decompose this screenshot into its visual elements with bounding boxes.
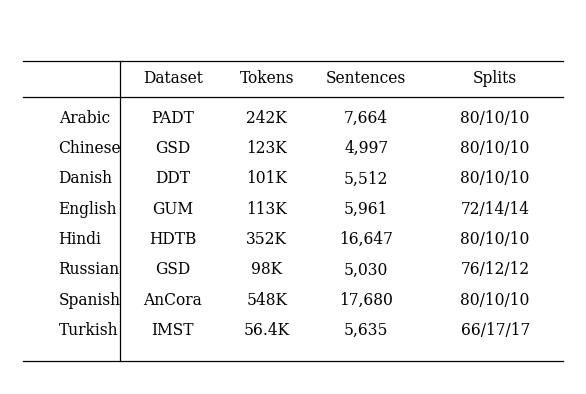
Text: 76/12/12: 76/12/12 [461,261,530,279]
Text: IMST: IMST [152,322,194,339]
Text: Hindi: Hindi [59,231,101,248]
Text: GSD: GSD [155,140,190,157]
Text: 56.4K: 56.4K [244,322,289,339]
Text: English: English [59,201,117,218]
Text: Russian: Russian [59,261,120,279]
Text: 80/10/10: 80/10/10 [461,140,530,157]
Text: 101K: 101K [246,170,287,188]
Text: 80/10/10: 80/10/10 [461,292,530,309]
Text: Splits: Splits [473,70,517,87]
Text: 548K: 548K [246,292,287,309]
Text: 4,997: 4,997 [344,140,389,157]
Text: Danish: Danish [59,170,113,188]
Text: 80/10/10: 80/10/10 [461,170,530,188]
Text: 242K: 242K [246,110,287,127]
Text: GUM: GUM [152,201,193,218]
Text: Spanish: Spanish [59,292,121,309]
Text: Tokens: Tokens [239,70,294,87]
Text: 5,961: 5,961 [344,201,389,218]
Text: AnCora: AnCora [144,292,202,309]
Text: 5,635: 5,635 [344,322,389,339]
Text: Arabic: Arabic [59,110,110,127]
Text: 98K: 98K [251,261,282,279]
Text: 5,512: 5,512 [344,170,389,188]
Text: 72/14/14: 72/14/14 [461,201,530,218]
Text: 80/10/10: 80/10/10 [461,110,530,127]
Text: Chinese: Chinese [59,140,121,157]
Text: 5,030: 5,030 [344,261,389,279]
Text: 80/10/10: 80/10/10 [461,231,530,248]
Text: DDT: DDT [155,170,190,188]
Text: 17,680: 17,680 [339,292,393,309]
Text: PADT: PADT [151,110,195,127]
Text: 123K: 123K [246,140,287,157]
Text: HDTB: HDTB [149,231,196,248]
Text: Turkish: Turkish [59,322,118,339]
Text: 352K: 352K [246,231,287,248]
Text: 7,664: 7,664 [344,110,389,127]
Text: Dataset: Dataset [143,70,203,87]
Text: 113K: 113K [246,201,287,218]
Text: GSD: GSD [155,261,190,279]
Text: Sentences: Sentences [326,70,406,87]
Text: 66/17/17: 66/17/17 [461,322,530,339]
Text: 16,647: 16,647 [339,231,393,248]
